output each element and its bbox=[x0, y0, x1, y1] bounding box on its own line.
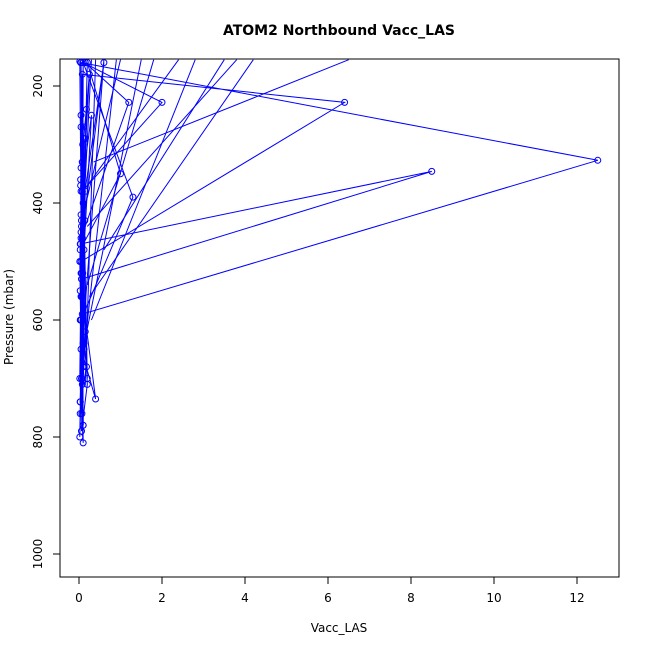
plot-frame bbox=[59, 58, 620, 578]
data-point bbox=[129, 193, 137, 201]
x-tick-label: 4 bbox=[241, 591, 249, 605]
fan-line bbox=[88, 59, 254, 297]
data-point bbox=[79, 269, 87, 277]
data-point bbox=[81, 217, 89, 225]
data-point bbox=[594, 156, 602, 164]
data-point bbox=[83, 380, 91, 388]
y-tick-label: 600 bbox=[31, 309, 45, 332]
data-point bbox=[77, 427, 85, 435]
data-point bbox=[87, 111, 95, 119]
x-axis: 0 2 4 6 8 10 12 bbox=[75, 576, 585, 605]
data-point bbox=[78, 70, 86, 78]
fan-line bbox=[82, 59, 142, 350]
data-point bbox=[81, 59, 89, 67]
data-point bbox=[100, 59, 108, 67]
x-tick-label: 10 bbox=[486, 591, 501, 605]
x-tick-label: 12 bbox=[569, 591, 584, 605]
data-point bbox=[83, 59, 91, 67]
data-point bbox=[80, 135, 88, 143]
fan-line bbox=[90, 59, 196, 321]
data-point bbox=[77, 258, 85, 265]
fan-line bbox=[82, 59, 121, 215]
y-tick-label: 800 bbox=[31, 426, 45, 449]
data-point bbox=[92, 395, 100, 403]
data-point bbox=[77, 228, 85, 236]
plot-area bbox=[76, 59, 602, 447]
series-line bbox=[79, 61, 598, 321]
data-point bbox=[78, 158, 86, 166]
y-tick-label: 400 bbox=[31, 192, 45, 215]
y-tick-label: 200 bbox=[31, 75, 45, 98]
data-point bbox=[341, 98, 349, 106]
x-tick-label: 6 bbox=[324, 591, 332, 605]
x-axis-label: Vacc_LAS bbox=[311, 621, 368, 635]
x-tick-label: 8 bbox=[407, 591, 415, 605]
data-point bbox=[79, 339, 87, 347]
data-point bbox=[78, 293, 86, 301]
x-tick-label: 2 bbox=[158, 591, 166, 605]
data-point bbox=[77, 176, 85, 184]
chart-title: ATOM2 Northbound Vacc_LAS bbox=[223, 23, 455, 39]
data-point bbox=[76, 398, 84, 406]
data-point bbox=[79, 439, 87, 447]
data-point bbox=[158, 98, 166, 106]
data-point bbox=[77, 316, 85, 324]
fan-line bbox=[93, 59, 349, 163]
data-point bbox=[82, 363, 90, 371]
y-tick-label: 1000 bbox=[31, 539, 45, 570]
data-point bbox=[117, 170, 124, 178]
data-point bbox=[79, 59, 87, 67]
fan-line bbox=[82, 59, 180, 192]
y-axis-label: Pressure (mbar) bbox=[2, 269, 16, 365]
series-line bbox=[79, 126, 88, 432]
data-point bbox=[77, 123, 85, 131]
x-tick-label: 0 bbox=[75, 591, 83, 605]
y-axis: 200 400 600 800 1000 bbox=[31, 75, 61, 570]
data-point bbox=[428, 167, 436, 175]
data-point bbox=[125, 98, 133, 106]
